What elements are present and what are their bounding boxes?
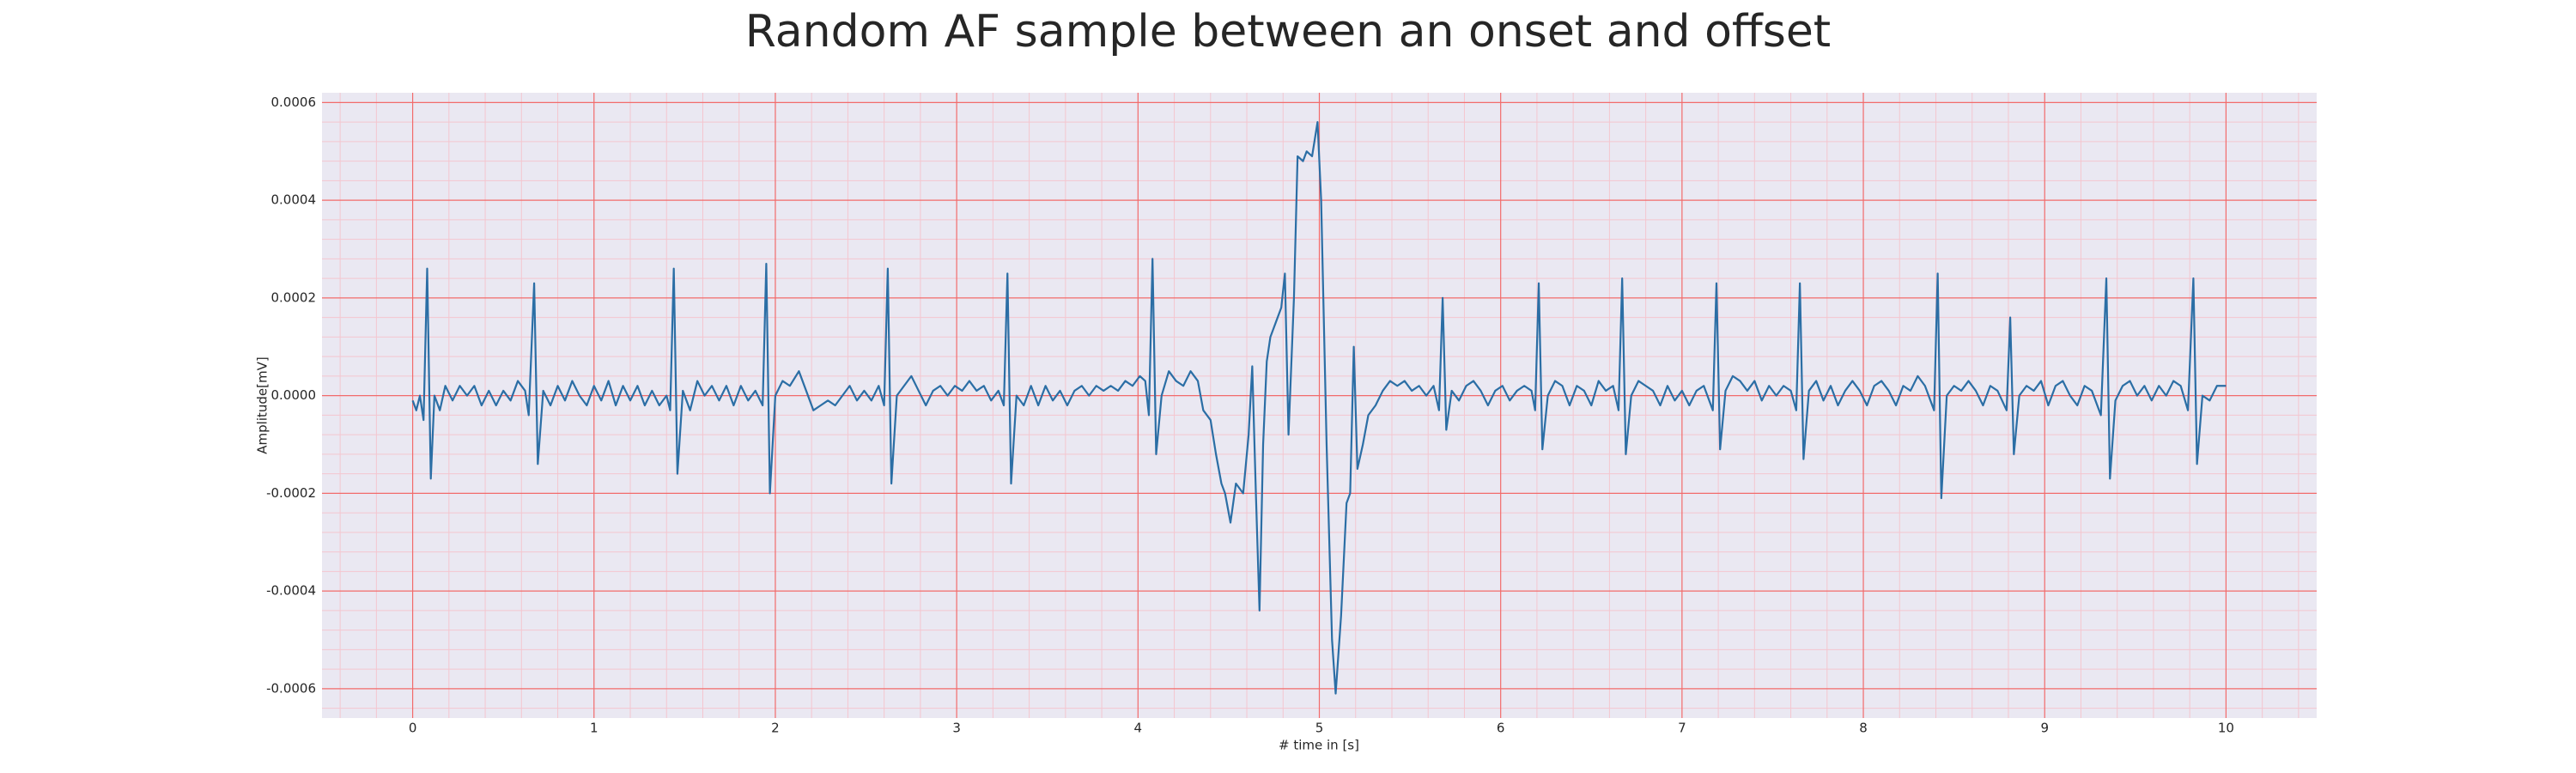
y-tick-label: -0.0004 — [266, 583, 316, 599]
y-tick-label: -0.0006 — [266, 680, 316, 696]
x-tick-label: 10 — [2218, 721, 2234, 736]
x-tick-label: 8 — [1859, 721, 1868, 736]
y-tick-label: 0.0004 — [271, 192, 317, 208]
x-tick-label: 2 — [771, 721, 780, 736]
x-tick-label: 1 — [590, 721, 598, 736]
y-axis-label: Amplitude[mV] — [255, 356, 270, 453]
x-tick-label: 5 — [1315, 721, 1324, 736]
y-tick-label: 0.0006 — [271, 94, 317, 110]
x-tick-label: 3 — [952, 721, 961, 736]
marks — [411, 121, 2227, 695]
y-tick-label: 0.0002 — [271, 289, 317, 305]
chart-title: Random AF sample between an onset and of… — [745, 6, 1831, 58]
x-tick-label: 4 — [1134, 721, 1143, 736]
x-tick-label: 6 — [1497, 721, 1505, 736]
x-tick-label: 9 — [2040, 721, 2049, 736]
y-tick-label: 0.0000 — [271, 387, 317, 403]
x-tick-label: 0 — [409, 721, 417, 736]
x-tick-label: 7 — [1678, 721, 1686, 736]
x-axis-label: # time in [s] — [1279, 738, 1359, 753]
signal-line — [411, 121, 2227, 695]
y-tick-label: -0.0002 — [266, 485, 316, 501]
